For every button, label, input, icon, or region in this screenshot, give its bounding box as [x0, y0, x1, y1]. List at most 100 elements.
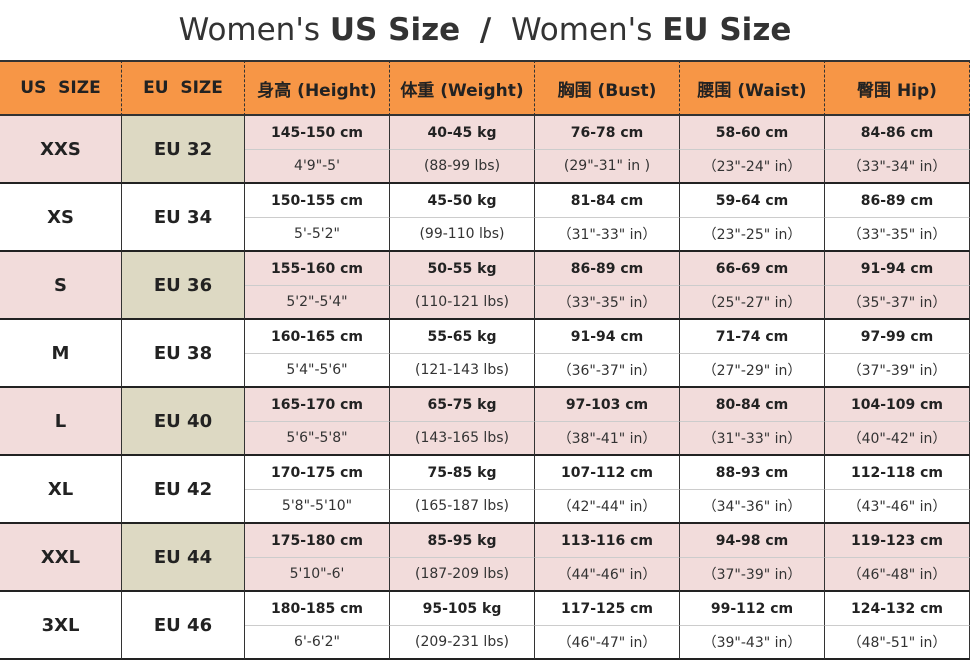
title-bold: US Size	[329, 12, 461, 48]
imperial-value: （38"-41" in）	[535, 422, 680, 456]
imperial-value: 4'9"-5'	[245, 150, 390, 184]
imperial-value: （33"-35" in）	[825, 218, 970, 252]
column-header: 胸围 (Bust)	[535, 60, 680, 116]
imperial-value: （46"-47" in）	[535, 626, 680, 660]
imperial-value: （44"-46" in）	[535, 558, 680, 592]
column-header: 体重 (Weight)	[390, 60, 535, 116]
title-separator: /	[479, 12, 492, 48]
metric-value: 94-98 cm	[680, 524, 825, 558]
imperial-value: （25"-27" in）	[680, 286, 825, 320]
imperial-value: (143-165 lbs)	[390, 422, 535, 456]
metric-value: 84-86 cm	[825, 116, 970, 150]
column-header: EU SIZE	[122, 60, 245, 116]
column-header: 臀围 Hip)	[825, 60, 970, 116]
imperial-value: (187-209 lbs)	[390, 558, 535, 592]
imperial-value: 5'10"-6'	[245, 558, 390, 592]
imperial-value: （33"-34" in）	[825, 150, 970, 184]
imperial-value: (29"-31" in )	[535, 150, 680, 184]
metric-value: 97-99 cm	[825, 320, 970, 354]
imperial-value: (88-99 lbs)	[390, 150, 535, 184]
metric-value: 88-93 cm	[680, 456, 825, 490]
metric-value: 50-55 kg	[390, 252, 535, 286]
imperial-value: （31"-33" in）	[680, 422, 825, 456]
imperial-value: （33"-35" in）	[535, 286, 680, 320]
imperial-value: 5'8"-5'10"	[245, 490, 390, 524]
imperial-value: （35"-37" in）	[825, 286, 970, 320]
column-header: US SIZE	[0, 60, 122, 116]
title-part: Women's	[178, 12, 321, 48]
metric-value: 99-112 cm	[680, 592, 825, 626]
metric-value: 71-74 cm	[680, 320, 825, 354]
metric-value: 85-95 kg	[390, 524, 535, 558]
metric-value: 150-155 cm	[245, 184, 390, 218]
metric-value: 65-75 kg	[390, 388, 535, 422]
imperial-value: (99-110 lbs)	[390, 218, 535, 252]
imperial-value: 5'2"-5'4"	[245, 286, 390, 320]
us-size: XS	[0, 184, 122, 252]
metric-value: 91-94 cm	[825, 252, 970, 286]
title-bold: EU Size	[662, 12, 792, 48]
eu-size: EU 42	[122, 456, 245, 524]
eu-size: EU 44	[122, 524, 245, 592]
metric-value: 124-132 cm	[825, 592, 970, 626]
us-size: XXS	[0, 116, 122, 184]
metric-value: 113-116 cm	[535, 524, 680, 558]
title-part: Women's	[510, 12, 653, 48]
metric-value: 97-103 cm	[535, 388, 680, 422]
imperial-value: 5'-5'2"	[245, 218, 390, 252]
metric-value: 112-118 cm	[825, 456, 970, 490]
metric-value: 175-180 cm	[245, 524, 390, 558]
eu-size: EU 34	[122, 184, 245, 252]
metric-value: 76-78 cm	[535, 116, 680, 150]
us-size: 3XL	[0, 592, 122, 660]
metric-value: 170-175 cm	[245, 456, 390, 490]
metric-value: 58-60 cm	[680, 116, 825, 150]
imperial-value: 5'6"-5'8"	[245, 422, 390, 456]
us-size: XXL	[0, 524, 122, 592]
metric-value: 75-85 kg	[390, 456, 535, 490]
imperial-value: （43"-46" in）	[825, 490, 970, 524]
imperial-value: (110-121 lbs)	[390, 286, 535, 320]
metric-value: 180-185 cm	[245, 592, 390, 626]
imperial-value: （34"-36" in）	[680, 490, 825, 524]
metric-value: 91-94 cm	[535, 320, 680, 354]
imperial-value: （42"-44" in）	[535, 490, 680, 524]
eu-size: EU 46	[122, 592, 245, 660]
metric-value: 86-89 cm	[825, 184, 970, 218]
metric-value: 104-109 cm	[825, 388, 970, 422]
imperial-value: (121-143 lbs)	[390, 354, 535, 388]
imperial-value: （31"-33" in）	[535, 218, 680, 252]
eu-size: EU 40	[122, 388, 245, 456]
metric-value: 145-150 cm	[245, 116, 390, 150]
metric-value: 107-112 cm	[535, 456, 680, 490]
imperial-value: (165-187 lbs)	[390, 490, 535, 524]
metric-value: 80-84 cm	[680, 388, 825, 422]
eu-size: EU 38	[122, 320, 245, 388]
us-size: M	[0, 320, 122, 388]
metric-value: 66-69 cm	[680, 252, 825, 286]
title: Women's US Size / Women's EU Size	[0, 0, 970, 60]
column-header: 腰围 (Waist)	[680, 60, 825, 116]
metric-value: 165-170 cm	[245, 388, 390, 422]
metric-value: 45-50 kg	[390, 184, 535, 218]
metric-value: 86-89 cm	[535, 252, 680, 286]
imperial-value: （23"-24" in）	[680, 150, 825, 184]
metric-value: 119-123 cm	[825, 524, 970, 558]
metric-value: 59-64 cm	[680, 184, 825, 218]
metric-value: 81-84 cm	[535, 184, 680, 218]
us-size: XL	[0, 456, 122, 524]
column-header: 身高 (Height)	[245, 60, 390, 116]
imperial-value: （46"-48" in）	[825, 558, 970, 592]
imperial-value: （23"-25" in）	[680, 218, 825, 252]
imperial-value: （37"-39" in）	[825, 354, 970, 388]
imperial-value: (209-231 lbs)	[390, 626, 535, 660]
imperial-value: （39"-43" in）	[680, 626, 825, 660]
metric-value: 95-105 kg	[390, 592, 535, 626]
metric-value: 117-125 cm	[535, 592, 680, 626]
eu-size: EU 36	[122, 252, 245, 320]
metric-value: 160-165 cm	[245, 320, 390, 354]
us-size: S	[0, 252, 122, 320]
imperial-value: （48"-51" in）	[825, 626, 970, 660]
imperial-value: 6'-6'2"	[245, 626, 390, 660]
imperial-value: 5'4"-5'6"	[245, 354, 390, 388]
